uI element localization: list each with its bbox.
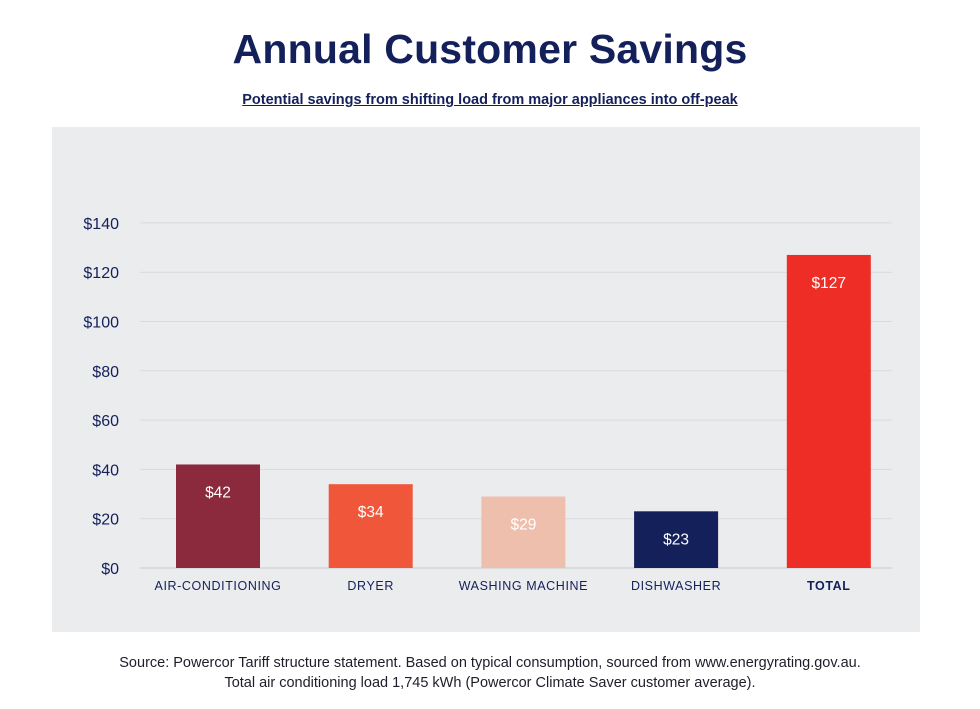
y-tick-label: $0 — [101, 561, 119, 578]
x-tick-label: DRYER — [347, 579, 394, 593]
data-label: $23 — [663, 531, 689, 548]
chart-subtitle: Potential savings from shifting load fro… — [242, 92, 738, 108]
y-tick-label: $20 — [92, 512, 119, 529]
y-tick-label: $120 — [83, 265, 119, 282]
x-tick-label: AIR-CONDITIONING — [155, 579, 282, 593]
y-tick-label: $100 — [83, 315, 119, 332]
source-line-1: Source: Powercor Tariff structure statem… — [119, 655, 861, 671]
chart-title: Annual Customer Savings — [232, 26, 748, 72]
bar — [328, 484, 413, 568]
y-tick-label: $140 — [83, 216, 119, 233]
data-label: $127 — [812, 275, 846, 292]
y-tick-label: $60 — [92, 413, 119, 430]
data-label: $29 — [510, 517, 536, 534]
data-label: $34 — [358, 504, 384, 521]
y-tick-label: $80 — [92, 364, 119, 381]
x-tick-label: DISHWASHER — [631, 579, 721, 593]
data-label: $42 — [205, 484, 231, 501]
source-note: Source: Powercor Tariff structure statem… — [0, 653, 980, 693]
source-line-2: Total air conditioning load 1,745 kWh (P… — [224, 675, 756, 691]
bar — [481, 496, 566, 568]
bar — [634, 511, 719, 568]
x-tick-label: TOTAL — [807, 579, 851, 593]
bar — [786, 254, 871, 568]
y-tick-label: $40 — [92, 462, 119, 479]
bar-chart: $0 $20 $40 $60 $80 $100 $120 $140 $42 AIR-CONDITI… — [83, 216, 892, 593]
chart-panel: $0 $20 $40 $60 $80 $100 $120 $140 $42 AIR-CONDITI… — [52, 127, 920, 632]
bar — [176, 464, 260, 568]
x-tick-label: WASHING MACHINE — [459, 579, 588, 593]
